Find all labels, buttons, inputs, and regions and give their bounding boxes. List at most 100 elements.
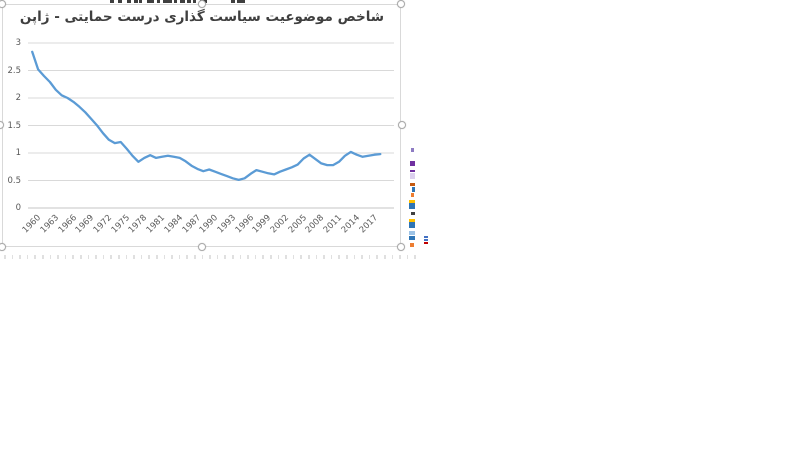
faint-row-dash [186, 255, 188, 259]
y-tick-label: 1 [15, 148, 21, 158]
selection-handle-bottom-left[interactable] [0, 243, 6, 251]
clipped-text-dash [231, 0, 235, 3]
selection-handle-top-left[interactable] [0, 0, 6, 8]
faint-row-dash [163, 255, 166, 259]
clipped-text-dash [110, 0, 114, 3]
clipped-cell-fragment [411, 193, 414, 197]
faint-row-dash [57, 255, 59, 259]
clipped-text-dash [134, 0, 138, 3]
y-tick-label: 0.5 [7, 175, 21, 186]
clipped-cell-fragment [424, 239, 428, 241]
faint-row-dash [216, 255, 219, 259]
y-tick-label: 1.5 [7, 120, 21, 131]
faint-row-dash [133, 255, 135, 259]
faint-row-dash [285, 255, 287, 259]
faint-row-dash [232, 255, 234, 259]
faint-row-dash [110, 255, 112, 259]
faint-row-dash [156, 255, 158, 259]
line-chart-plot [28, 42, 394, 209]
faint-row-dash [239, 255, 242, 259]
clipped-text-dash [193, 0, 196, 3]
clipped-cell-fragment [410, 170, 415, 172]
clipped-text-dash [174, 0, 177, 3]
faint-row-dash [262, 255, 264, 259]
faint-row-dash [406, 255, 409, 259]
data-series-line[interactable] [31, 50, 382, 182]
clipped-text-dash [163, 0, 172, 3]
y-tick-label: 3 [15, 38, 21, 48]
clipped-cell-fragment [411, 212, 415, 215]
selection-handle-top-center[interactable] [198, 0, 206, 8]
faint-row-dash [49, 255, 52, 259]
clipped-cell-fragment [409, 222, 415, 228]
clipped-cell-fragment [409, 200, 415, 203]
y-tick-label: 0 [15, 203, 21, 213]
clipped-cell-fragment [409, 236, 415, 240]
clipped-text-dash [187, 0, 191, 3]
selection-handle-bottom-center[interactable] [198, 243, 206, 251]
clipped-cell-fragment [409, 219, 415, 222]
clipped-cell-fragment [409, 231, 415, 235]
faint-row-dash [277, 255, 280, 259]
faint-row-dash [80, 255, 82, 259]
chart-title: شاخص موضوعیت سیاست گذاری درست حمایتی - ژ… [19, 9, 385, 25]
faint-row-dash [384, 255, 386, 259]
clipped-cell-fragment [410, 243, 414, 247]
faint-row-dash [330, 255, 333, 259]
faint-row-dash [201, 255, 204, 259]
faint-row-dash [26, 255, 29, 259]
faint-row-dash [254, 255, 257, 259]
clipped-text-dash [157, 0, 160, 3]
selection-handle-bottom-right[interactable] [397, 243, 405, 251]
faint-row-dash [270, 255, 272, 259]
faint-row-dash [247, 255, 249, 259]
faint-row-dash [308, 255, 310, 259]
faint-row-dash [87, 255, 90, 259]
faint-row-dash [353, 255, 356, 259]
y-tick-label: 2 [15, 93, 21, 103]
faint-row-dash [376, 255, 378, 259]
faint-row-dash [171, 255, 173, 259]
faint-row-dash [148, 255, 150, 259]
clipped-text-dash [139, 0, 142, 3]
clipped-cell-fragment [410, 183, 415, 186]
faint-row-dash [300, 255, 302, 259]
selection-handle-right-middle[interactable] [398, 121, 406, 129]
clipped-cell-fragment [411, 148, 414, 152]
faint-row-dash [361, 255, 363, 259]
faint-row-dash [19, 255, 21, 259]
faint-row-dash [11, 255, 14, 259]
clipped-text-dash [147, 0, 154, 3]
faint-row-dash [368, 255, 371, 259]
clipped-text-dash [118, 0, 122, 3]
faint-row-dash [140, 255, 143, 259]
clipped-text-dash [127, 0, 131, 3]
faint-row-dash [414, 255, 416, 259]
clipped-cell-fragment [410, 173, 415, 179]
faint-row-dash [209, 255, 211, 259]
faint-row-dash [4, 255, 6, 259]
faint-row-dash [125, 255, 128, 259]
faint-row-dash [34, 255, 36, 259]
faint-row-dash [346, 255, 348, 259]
faint-row-dash [323, 255, 325, 259]
clipped-cell-fragment [412, 187, 415, 192]
clipped-cell-fragment [424, 236, 428, 238]
faint-row-dash [338, 255, 340, 259]
faint-row-dash [224, 255, 226, 259]
faint-row-dash [399, 255, 401, 259]
clipped-cell-fragment [409, 203, 415, 209]
clipped-cell-fragment [424, 242, 428, 244]
faint-row-dash [72, 255, 74, 259]
y-tick-label: 2.5 [7, 65, 21, 76]
faint-row-dash [64, 255, 67, 259]
faint-row-dash [292, 255, 295, 259]
clipped-cell-fragment [410, 161, 415, 166]
faint-row-dash [95, 255, 97, 259]
clipped-text-dash [180, 0, 185, 3]
clipped-text-dash [237, 0, 245, 3]
faint-row-dash [118, 255, 120, 259]
faint-row-dash [42, 255, 44, 259]
selection-handle-top-right[interactable] [397, 0, 405, 8]
